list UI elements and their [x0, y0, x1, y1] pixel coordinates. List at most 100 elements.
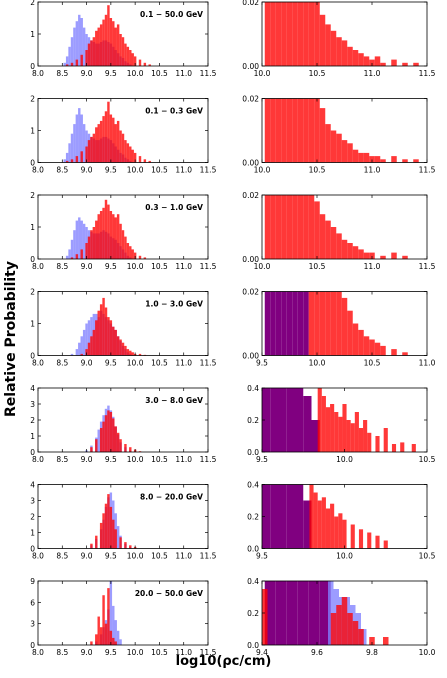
bar-red-11 — [124, 444, 127, 452]
bar-red-11 — [104, 199, 108, 259]
x-tick-label: 9.5 — [105, 648, 117, 657]
x-tick-label: 8.0 — [32, 455, 44, 464]
panel-6-left: 8.0 8.5 9.0 9.5 10.0 10.5 11.0 11.5 0 1 2 3 4 8.0 − 2… — [30, 481, 216, 561]
bar-red-23 — [131, 53, 134, 66]
bar-red-0 — [90, 447, 93, 452]
bar-red-27 — [148, 160, 151, 163]
bar-blue-9 — [119, 639, 122, 645]
bar-red-1 — [270, 2, 276, 66]
bar-overlap-3 — [297, 581, 309, 645]
bar-red-9 — [97, 124, 100, 163]
bar-red-26 — [143, 62, 147, 66]
bar-red-23 — [402, 159, 408, 163]
bar-red-7 — [112, 418, 115, 452]
bar-red-3 — [90, 336, 93, 356]
energy-range-label: 0.1 − 0.3 GeV — [145, 107, 203, 116]
bar-red-7 — [338, 513, 343, 549]
bar-red-1 — [70, 159, 74, 163]
bar-red-14 — [341, 239, 348, 259]
bar-red-0 — [264, 98, 271, 163]
x-tick-label: 8.5 — [56, 648, 68, 657]
bar-red-2 — [99, 428, 103, 452]
bar-red-2 — [336, 605, 342, 645]
energy-range-label: 0.3 − 1.0 GeV — [145, 203, 203, 212]
y-tick-label: 0.4 — [247, 384, 259, 393]
bar-red-22 — [402, 255, 408, 259]
bar-red-22 — [138, 353, 142, 356]
bar-blue-4 — [75, 220, 79, 259]
bar-blue-3 — [80, 336, 83, 356]
bar-red-3 — [99, 627, 103, 645]
x-tick-label: 9.5 — [256, 552, 268, 561]
bar-red-4 — [104, 415, 108, 452]
bar-red-13 — [114, 329, 117, 356]
x-tick-label: 10.5 — [309, 262, 326, 271]
x-tick-label: 9.8 — [366, 648, 378, 657]
bar-red-1 — [75, 254, 79, 259]
bar-red-1 — [95, 439, 98, 452]
bar-blue-2 — [78, 342, 81, 356]
bar-red-14 — [109, 114, 113, 163]
bar-blue-0 — [65, 255, 69, 259]
bar-overlap-7 — [303, 291, 309, 356]
y-tick-label: 3 — [30, 497, 35, 506]
x-tick-label: 10.0 — [419, 648, 436, 657]
x-tick-label: 11.0 — [175, 69, 192, 78]
bar-red-19 — [124, 236, 127, 259]
x-tick-label: 11.5 — [200, 552, 217, 561]
bar-red-6 — [297, 195, 304, 259]
bar-red-7 — [95, 220, 98, 259]
bar-red-10 — [358, 428, 364, 452]
y-tick-label: 9 — [30, 577, 35, 586]
bar-overlap-3 — [286, 388, 295, 452]
bar-red-1 — [95, 535, 98, 549]
bar-overlap-5 — [303, 396, 312, 452]
x-tick-label: 11.5 — [200, 262, 217, 271]
bar-red-10 — [99, 24, 103, 66]
x-tick-label: 11.5 — [419, 262, 436, 271]
bar-red-20 — [374, 156, 381, 163]
bar-red-6 — [109, 412, 113, 452]
x-tick-label: 8.5 — [56, 455, 68, 464]
bar-red-8 — [97, 214, 100, 259]
bars-group — [262, 484, 388, 549]
bar-red-8 — [114, 426, 117, 452]
bar-overlap-4 — [295, 388, 304, 452]
bar-red-17 — [116, 24, 120, 66]
bar-red-11 — [325, 220, 331, 259]
bar-red-10 — [124, 542, 127, 549]
bar-red-24 — [133, 152, 137, 163]
bar-overlap-4 — [308, 581, 320, 645]
bar-red-5 — [292, 98, 298, 163]
x-tick-label: 11.0 — [364, 69, 381, 78]
bar-red-14 — [112, 214, 115, 259]
bar-overlap-0 — [264, 291, 271, 356]
bar-red-13 — [107, 101, 110, 163]
bar-red-3 — [80, 151, 83, 163]
bar-red-10 — [319, 108, 326, 163]
bar-red-23 — [402, 62, 408, 66]
bar-blue-5 — [75, 21, 79, 66]
y-tick-label: 2 — [30, 0, 35, 7]
bar-red-2 — [99, 522, 103, 549]
bar-blue-3 — [73, 230, 76, 259]
bar-red-7 — [303, 195, 309, 259]
bar-red-8 — [95, 30, 98, 66]
bar-red-0 — [309, 484, 314, 549]
bar-red-7 — [346, 420, 351, 452]
bar-red-16 — [114, 27, 117, 66]
bar-blue-5 — [109, 581, 113, 645]
x-tick-label: 9.0 — [81, 262, 93, 271]
bar-red-6 — [90, 136, 93, 163]
bar-red-24 — [138, 255, 142, 259]
bar-red-4 — [92, 329, 96, 356]
bar-red-18 — [363, 152, 370, 163]
bar-red-8 — [308, 2, 315, 66]
x-tick-label: 9.5 — [105, 69, 117, 78]
bar-red-3 — [341, 597, 348, 645]
bar-red-18 — [119, 34, 122, 66]
bar-red-9 — [99, 211, 103, 259]
bar-red-10 — [319, 14, 326, 66]
bar-red-23 — [131, 149, 134, 163]
x-tick-label: 10.0 — [127, 552, 144, 561]
